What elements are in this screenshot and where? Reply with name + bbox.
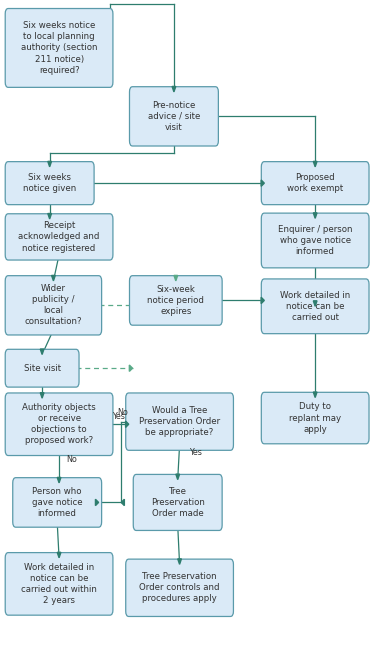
Text: Wider
publicity /
local
consultation?: Wider publicity / local consultation? <box>25 284 82 326</box>
Text: Work detailed in
notice can be
carried out within
2 years: Work detailed in notice can be carried o… <box>21 563 97 605</box>
Polygon shape <box>129 365 133 372</box>
FancyBboxPatch shape <box>5 162 94 204</box>
FancyBboxPatch shape <box>261 162 369 204</box>
FancyBboxPatch shape <box>13 478 102 527</box>
Text: Proposed
work exempt: Proposed work exempt <box>287 173 343 193</box>
FancyBboxPatch shape <box>5 8 113 88</box>
Polygon shape <box>57 552 61 558</box>
FancyBboxPatch shape <box>261 213 369 268</box>
Text: Duty to
replant may
apply: Duty to replant may apply <box>289 402 341 434</box>
Text: Person who
gave notice
informed: Person who gave notice informed <box>32 487 82 518</box>
FancyBboxPatch shape <box>130 87 218 146</box>
FancyBboxPatch shape <box>261 392 369 444</box>
Text: Six-week
notice period
expires: Six-week notice period expires <box>147 285 204 316</box>
Polygon shape <box>48 214 51 219</box>
Polygon shape <box>176 474 180 480</box>
FancyBboxPatch shape <box>126 559 234 616</box>
Polygon shape <box>40 392 44 398</box>
Polygon shape <box>40 349 44 355</box>
Polygon shape <box>172 86 176 92</box>
Text: Tree
Preservation
Order made: Tree Preservation Order made <box>151 487 204 518</box>
Polygon shape <box>48 161 51 167</box>
Text: Work detailed in
notice can be
carried out: Work detailed in notice can be carried o… <box>280 291 350 322</box>
FancyBboxPatch shape <box>5 393 113 456</box>
Text: Would a Tree
Preservation Order
be appropriate?: Would a Tree Preservation Order be appro… <box>139 406 220 438</box>
Polygon shape <box>57 477 61 483</box>
Polygon shape <box>261 297 264 304</box>
FancyBboxPatch shape <box>133 475 222 530</box>
Polygon shape <box>261 180 264 186</box>
Text: No: No <box>67 455 77 464</box>
Text: Six weeks notice
to local planning
authority (section
211 notice)
required?: Six weeks notice to local planning autho… <box>21 22 97 74</box>
Polygon shape <box>313 161 317 167</box>
Polygon shape <box>51 276 55 281</box>
Text: Pre-notice
advice / site
visit: Pre-notice advice / site visit <box>148 101 200 132</box>
Polygon shape <box>313 392 317 398</box>
Polygon shape <box>313 301 317 306</box>
FancyBboxPatch shape <box>5 276 102 335</box>
Text: Authority objects
or receive
objections to
proposed work?: Authority objects or receive objections … <box>22 403 96 445</box>
Text: No: No <box>118 408 128 417</box>
Polygon shape <box>121 500 124 505</box>
FancyBboxPatch shape <box>126 393 234 451</box>
Text: Tree Preservation
Order controls and
procedures apply: Tree Preservation Order controls and pro… <box>139 572 220 603</box>
Text: Receipt
acknowledged and
notice registered: Receipt acknowledged and notice register… <box>19 221 100 253</box>
Polygon shape <box>96 500 99 505</box>
Text: Site visit: Site visit <box>23 364 61 373</box>
Text: Yes: Yes <box>189 448 202 457</box>
FancyBboxPatch shape <box>5 214 113 260</box>
Text: Six weeks
notice given: Six weeks notice given <box>23 173 76 193</box>
FancyBboxPatch shape <box>5 349 79 387</box>
Text: Enquirer / person
who gave notice
informed: Enquirer / person who gave notice inform… <box>278 225 352 256</box>
Text: Yes: Yes <box>112 412 125 421</box>
Polygon shape <box>174 276 178 281</box>
Polygon shape <box>313 213 317 218</box>
FancyBboxPatch shape <box>130 276 222 325</box>
FancyBboxPatch shape <box>261 279 369 334</box>
Polygon shape <box>178 559 181 564</box>
FancyBboxPatch shape <box>5 552 113 615</box>
Polygon shape <box>125 421 129 428</box>
